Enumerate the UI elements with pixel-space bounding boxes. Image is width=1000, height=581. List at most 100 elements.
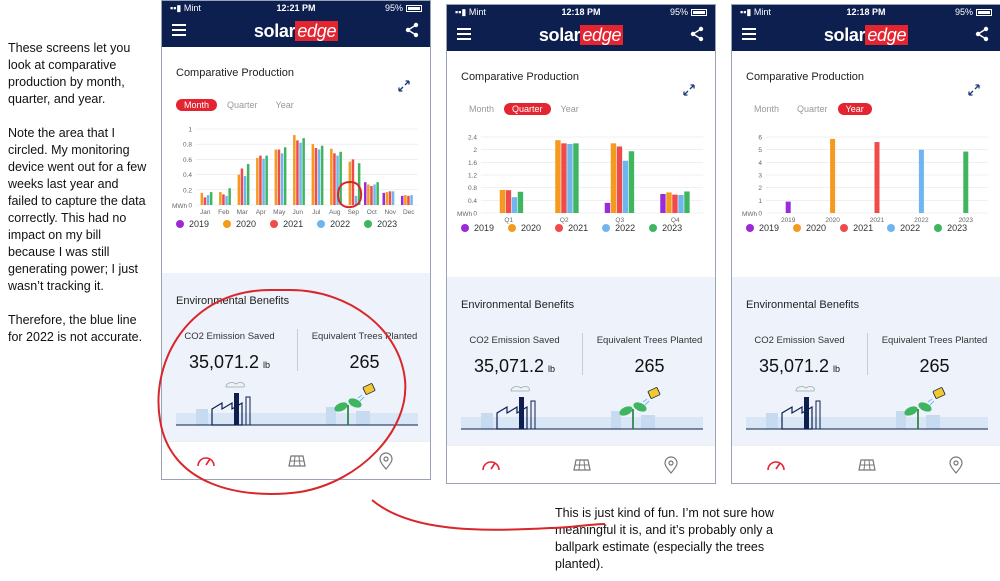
bar <box>339 151 342 205</box>
x-tick-label: Sep <box>347 209 359 216</box>
legend-item[interactable]: 2020 <box>223 219 256 229</box>
bar <box>385 192 389 205</box>
expand-icon[interactable] <box>683 84 695 96</box>
bar <box>573 143 579 213</box>
bar <box>293 135 296 205</box>
bar <box>354 195 358 205</box>
tab-quarter[interactable]: Quarter <box>797 104 828 114</box>
legend-item[interactable]: 2023 <box>649 223 682 233</box>
co2-unit: lb <box>263 360 271 370</box>
gauge-icon[interactable] <box>481 456 501 474</box>
map-pin-icon[interactable] <box>946 456 966 474</box>
bar <box>330 148 333 205</box>
legend-item[interactable]: 2021 <box>555 223 588 233</box>
tab-month[interactable]: Month <box>176 99 218 111</box>
bar <box>320 145 324 205</box>
legend-item[interactable]: 2023 <box>934 223 967 233</box>
legend-item[interactable]: 2019 <box>461 223 494 233</box>
tab-month[interactable]: Month <box>754 104 780 114</box>
legend-dot <box>649 224 658 232</box>
y-tick-label: 1 <box>758 198 762 205</box>
chart-legend: 2019 2020 2021 2022 2023 <box>461 223 701 241</box>
solar-panel-icon[interactable] <box>287 452 307 470</box>
bar <box>505 190 512 213</box>
gauge-icon[interactable] <box>196 452 216 470</box>
hamburger-icon[interactable] <box>172 24 186 36</box>
tab-quarter[interactable]: Quarter <box>504 103 551 115</box>
legend-item[interactable]: 2019 <box>176 219 209 229</box>
trees-label: Equivalent Trees Planted <box>881 335 988 346</box>
y-tick-label: 1 <box>188 127 192 134</box>
legend-item[interactable]: 2022 <box>887 223 920 233</box>
expand-icon[interactable] <box>398 80 410 92</box>
co2-label: CO2 Emission Saved <box>184 331 275 342</box>
hamburger-icon[interactable] <box>742 28 756 40</box>
legend-dot <box>176 220 184 228</box>
trees-label: Equivalent Trees Planted <box>596 335 703 346</box>
expand-icon[interactable] <box>968 84 980 96</box>
tab-year[interactable]: Year <box>560 104 579 114</box>
bar <box>785 201 791 213</box>
gauge-icon[interactable] <box>766 456 786 474</box>
x-tick-label: Q1 <box>504 217 513 224</box>
phone-screen-month: ▪▪▮ Mint 12:21 PM 95% solar edge Comparat… <box>161 0 431 480</box>
clock: 12:21 PM <box>276 3 316 13</box>
x-tick-label: Nov <box>384 209 396 216</box>
co2-column: CO2 Emission Saved 35,071.2 lb <box>162 331 297 373</box>
logo-solar: solar <box>253 21 296 41</box>
share-icon[interactable] <box>689 26 705 42</box>
co2-column: CO2 Emission Saved 35,071.2 lb <box>732 335 867 377</box>
bar <box>830 138 836 213</box>
annotation-paragraph: Note the area that I circled. My monitor… <box>8 126 147 293</box>
legend-item[interactable]: 2022 <box>602 223 635 233</box>
solar-panel-icon[interactable] <box>857 456 877 474</box>
share-icon[interactable] <box>974 26 990 42</box>
legend-item[interactable]: 2023 <box>364 219 397 229</box>
logo-solar: solar <box>538 25 581 45</box>
clock: 12:18 PM <box>846 7 886 17</box>
legend-item[interactable]: 2020 <box>508 223 541 233</box>
share-icon[interactable] <box>404 22 420 38</box>
tab-month[interactable]: Month <box>469 104 495 114</box>
bar <box>561 143 567 213</box>
bar <box>373 184 376 205</box>
signal-icon: ▪▪▮ <box>455 7 469 17</box>
legend-item[interactable]: 2021 <box>270 219 303 229</box>
bar <box>314 148 318 205</box>
bar <box>296 140 299 205</box>
y-tick-label: 6 <box>758 135 762 142</box>
environment-illustration <box>746 386 988 430</box>
legend-item[interactable]: 2021 <box>840 223 873 233</box>
legend-item[interactable]: 2020 <box>793 223 826 233</box>
legend-item[interactable]: 2019 <box>746 223 779 233</box>
carrier-name: Mint <box>468 7 486 17</box>
bar <box>243 176 247 205</box>
phone-screen-quarter: ▪▪▮ Mint 12:18 PM 95% solar edge Comparat… <box>446 4 716 484</box>
hamburger-icon[interactable] <box>457 28 471 40</box>
legend-label: 2022 <box>900 223 921 233</box>
tab-year[interactable]: Year <box>837 103 872 115</box>
bar <box>219 192 222 205</box>
bar <box>280 153 284 205</box>
carrier-label: ▪▪▮ Mint <box>455 7 486 18</box>
env-title: Environmental Benefits <box>461 299 575 311</box>
trees-value: 265 <box>634 356 665 376</box>
period-tabs: Month Quarter Year <box>746 103 874 117</box>
app-bar: solar edge <box>447 19 715 51</box>
solar-panel-icon[interactable] <box>572 456 592 474</box>
carrier-label: ▪▪▮ Mint <box>740 7 771 18</box>
co2-value: 35,071.2 lb <box>162 352 297 373</box>
map-pin-icon[interactable] <box>376 452 396 470</box>
battery-percent: 95% <box>384 3 403 13</box>
tab-quarter[interactable]: Quarter <box>227 100 258 110</box>
map-pin-icon[interactable] <box>661 456 681 474</box>
y-tick-label: 0 <box>188 203 192 210</box>
bar <box>616 146 623 213</box>
y-tick-label: 1.6 <box>468 160 477 167</box>
annotation-red-circle-small <box>336 180 363 209</box>
bar <box>376 182 379 205</box>
legend-item[interactable]: 2022 <box>317 219 350 229</box>
co2-number: 35,071.2 <box>758 356 830 376</box>
bar <box>209 192 213 205</box>
tab-year[interactable]: Year <box>275 100 294 110</box>
